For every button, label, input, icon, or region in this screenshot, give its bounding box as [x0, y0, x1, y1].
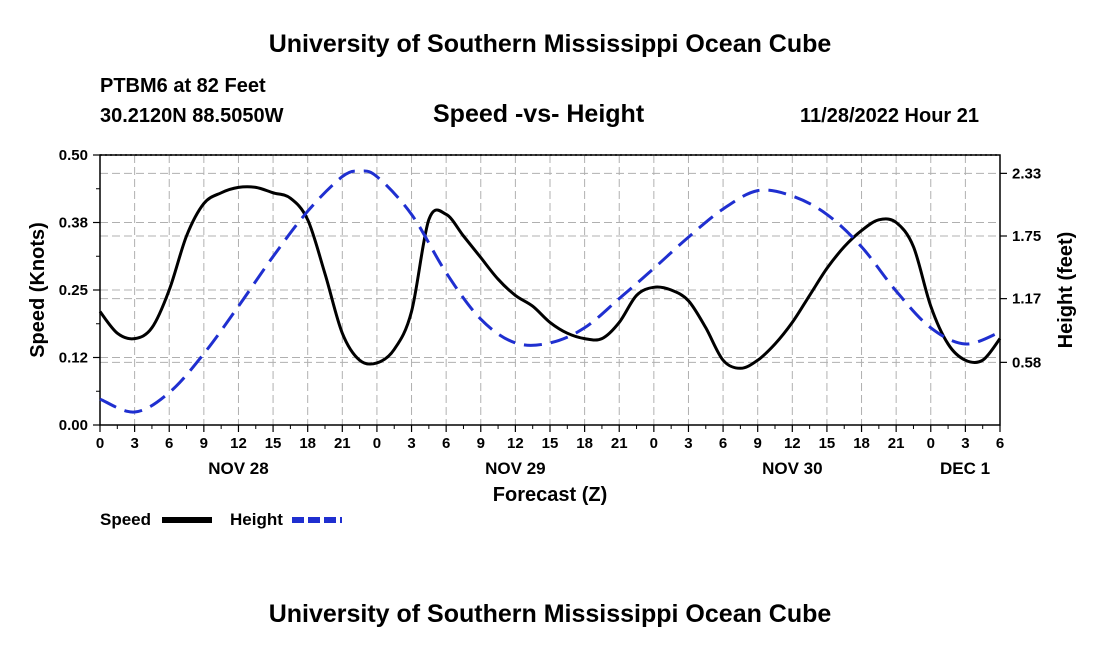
- x-tick-label: 6: [996, 435, 1004, 452]
- x-tick-label: 6: [165, 435, 173, 452]
- x-tick-label: 21: [334, 435, 351, 452]
- axis-labels: 0 3 6 9 12 15 18 21 0 3 6 9 12 15 18 21 0 3 6 9 12 15 18 21 0 3 6 0…: [59, 147, 1041, 478]
- y-axis-title: Speed (Knots): [27, 222, 49, 358]
- x-tick-label: 21: [611, 435, 628, 452]
- x-tick-label: 12: [230, 435, 247, 452]
- x-tick-label: 18: [576, 435, 593, 452]
- page-title: University of Southern Mississippi Ocean…: [268, 30, 832, 58]
- chart-title: Speed -vs- Height: [433, 100, 645, 128]
- series-height-line: [99, 169, 1001, 414]
- x-tick-label: 3: [684, 435, 692, 452]
- x-day-label: NOV 29: [485, 459, 545, 478]
- y-tick-label: 0.12: [59, 350, 88, 367]
- x-tick-label: 18: [853, 435, 870, 452]
- x-tick-label: 9: [200, 435, 208, 452]
- footer-title: University of Southern Mississippi Ocean…: [268, 600, 832, 628]
- x-tick-label: 0: [927, 435, 935, 452]
- x-axis-title: Forecast (Z): [493, 484, 607, 506]
- x-tick-label: 0: [650, 435, 658, 452]
- station-label: PTBM6 at 82 Feet: [100, 75, 266, 97]
- x-tick-label: 15: [542, 435, 559, 452]
- x-tick-label: 12: [507, 435, 524, 452]
- x-tick-label: 3: [961, 435, 969, 452]
- legend-height-label: Height: [230, 510, 283, 529]
- y2-tick-label: 0.58: [1012, 354, 1041, 371]
- station-coordinates: 30.2120N 88.5050W: [100, 105, 284, 127]
- y-tick-label: 0.50: [59, 147, 88, 164]
- legend: Speed Height: [100, 510, 342, 529]
- y-tick-label: 0.00: [59, 417, 88, 434]
- x-tick-label: 6: [442, 435, 450, 452]
- axis-ticks: [93, 154, 1007, 432]
- x-tick-label: 15: [265, 435, 282, 452]
- x-day-label: DEC 1: [940, 459, 990, 478]
- x-tick-label: 0: [96, 435, 104, 452]
- series-layer: [98, 169, 1002, 414]
- x-tick-label: 12: [784, 435, 801, 452]
- y2-tick-label: 1.17: [1012, 291, 1041, 308]
- x-tick-label: 21: [888, 435, 905, 452]
- x-tick-label: 15: [819, 435, 836, 452]
- y2-axis-title: Height (feet): [1055, 232, 1077, 349]
- x-day-label: NOV 30: [762, 459, 822, 478]
- y2-tick-label: 2.33: [1012, 165, 1041, 182]
- y2-tick-label: 1.75: [1012, 228, 1041, 245]
- legend-speed-label: Speed: [100, 510, 151, 529]
- x-tick-label: 3: [130, 435, 138, 452]
- x-tick-label: 6: [719, 435, 727, 452]
- forecast-timestamp: 11/28/2022 Hour 21: [800, 105, 980, 127]
- x-tick-label: 9: [754, 435, 762, 452]
- grid-lines: [100, 154, 1000, 425]
- x-day-label: NOV 28: [208, 459, 268, 478]
- x-tick-label: 9: [477, 435, 485, 452]
- y-tick-label: 0.38: [59, 215, 88, 232]
- x-tick-label: 18: [299, 435, 316, 452]
- y-tick-label: 0.25: [59, 282, 88, 299]
- series-speed-line: [98, 185, 1002, 370]
- x-tick-label: 0: [373, 435, 381, 452]
- x-tick-label: 3: [407, 435, 415, 452]
